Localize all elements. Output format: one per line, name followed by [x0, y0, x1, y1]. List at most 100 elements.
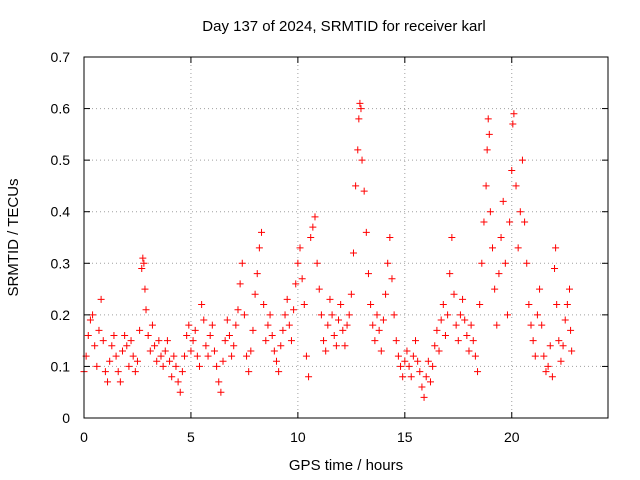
data-point: [357, 105, 365, 113]
data-point: [202, 342, 210, 350]
data-point: [559, 342, 567, 350]
data-point: [435, 347, 443, 355]
y-tick-label: 0.5: [51, 152, 71, 168]
data-point: [516, 208, 524, 216]
data-point: [108, 342, 116, 350]
data-point: [238, 259, 246, 267]
data-point: [459, 295, 467, 303]
plot-frame: [83, 56, 609, 419]
data-point: [330, 331, 338, 339]
data-point: [215, 378, 223, 386]
x-tick-label: 0: [80, 429, 88, 445]
data-point: [146, 347, 154, 355]
data-point: [355, 115, 363, 123]
data-point: [193, 352, 201, 360]
x-axis-label: GPS time / hours: [289, 457, 403, 474]
data-point: [104, 378, 112, 386]
data-point: [405, 362, 413, 370]
data-point: [349, 249, 357, 257]
data-point: [390, 311, 398, 319]
data-point: [230, 342, 238, 350]
data-point: [89, 311, 97, 319]
data-point: [364, 270, 372, 278]
data-point: [485, 130, 493, 138]
data-point: [245, 368, 253, 376]
data-point: [375, 326, 383, 334]
data-point: [86, 316, 94, 324]
data-point: [140, 259, 148, 267]
data-point: [311, 213, 319, 221]
data-point: [185, 321, 193, 329]
data-point: [141, 285, 149, 293]
data-point: [253, 270, 261, 278]
data-point: [399, 373, 407, 381]
data-point: [429, 362, 437, 370]
data-point: [97, 295, 105, 303]
data-point: [236, 280, 244, 288]
data-point: [255, 244, 263, 252]
data-point: [91, 342, 99, 350]
data-point: [258, 228, 266, 236]
data-point: [283, 295, 291, 303]
data-point: [112, 352, 120, 360]
data-point: [347, 290, 355, 298]
data-point: [93, 362, 101, 370]
data-point: [426, 378, 434, 386]
data-point: [533, 311, 541, 319]
data-point: [272, 357, 280, 365]
data-points: [80, 99, 576, 401]
data-point: [101, 368, 109, 376]
data-point: [309, 223, 317, 231]
data-point: [292, 280, 300, 288]
data-point: [392, 337, 400, 345]
data-point: [384, 259, 392, 267]
data-point: [497, 234, 505, 241]
data-point: [170, 352, 178, 360]
data-point: [168, 373, 176, 381]
data-point: [367, 301, 375, 309]
data-point: [476, 301, 484, 309]
data-point: [172, 362, 180, 370]
data-point: [486, 208, 494, 216]
data-point: [322, 347, 330, 355]
data-point: [369, 321, 377, 329]
data-point: [501, 259, 509, 267]
data-point: [422, 373, 430, 381]
data-point: [139, 254, 147, 262]
data-point: [474, 368, 482, 376]
data-point: [439, 301, 447, 309]
data-point: [467, 321, 475, 329]
data-point: [337, 301, 345, 309]
data-point: [129, 352, 137, 360]
data-point: [343, 321, 351, 329]
data-point: [433, 326, 441, 334]
data-point: [407, 373, 415, 381]
data-point: [221, 337, 229, 345]
data-point: [213, 362, 221, 370]
data-point: [441, 331, 449, 339]
data-point: [302, 352, 310, 360]
data-point: [307, 234, 315, 241]
data-point: [360, 187, 368, 195]
data-point: [546, 342, 554, 350]
data-point: [548, 373, 556, 381]
data-point: [489, 244, 497, 252]
data-point: [296, 244, 304, 252]
data-point: [281, 311, 289, 319]
data-point: [508, 166, 516, 174]
data-point: [157, 352, 165, 360]
data-point: [200, 316, 208, 324]
data-point: [223, 316, 231, 324]
data-point: [561, 316, 569, 324]
data-point: [110, 331, 118, 339]
data-point: [388, 275, 396, 283]
data-point: [131, 368, 139, 376]
data-point: [277, 342, 285, 350]
data-point: [326, 295, 334, 303]
data-point: [298, 275, 306, 283]
data-point: [446, 270, 454, 278]
data-point: [181, 352, 189, 360]
data-point: [121, 331, 129, 339]
data-point: [563, 301, 571, 309]
